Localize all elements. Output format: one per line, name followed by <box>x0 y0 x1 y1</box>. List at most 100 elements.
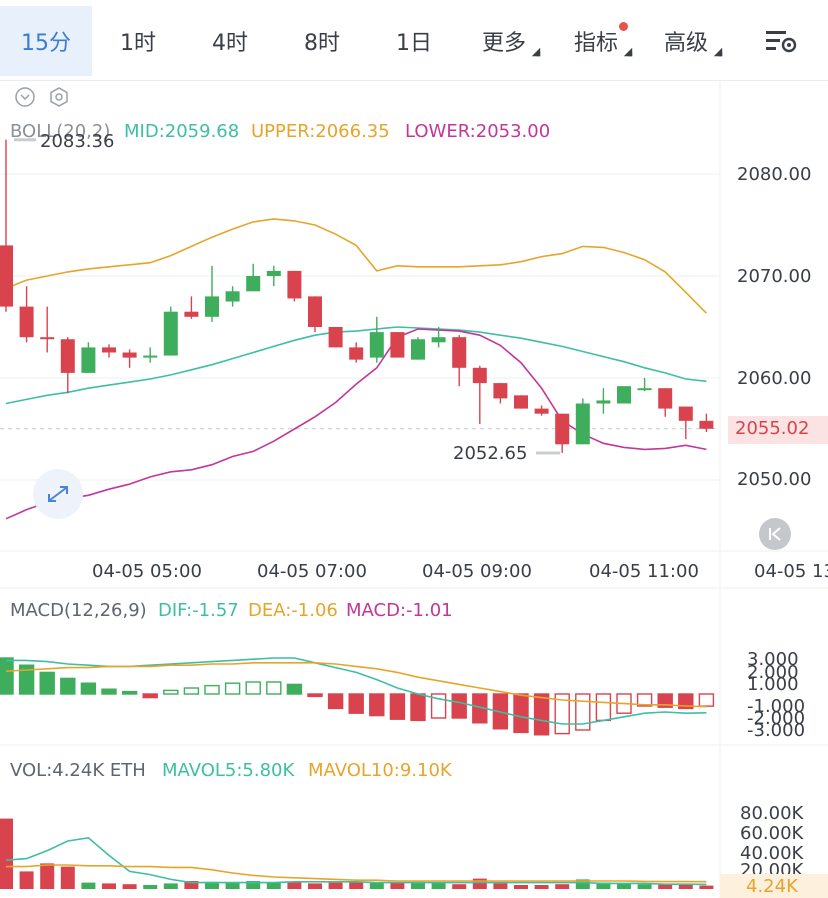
macd-axis-label: 2.000 <box>747 662 799 683</box>
macd-bar <box>101 688 117 695</box>
volume-bar <box>493 883 508 889</box>
candle-body <box>163 311 178 356</box>
mavol5-line <box>5 836 707 886</box>
tab-3[interactable]: 8时 <box>276 6 368 76</box>
candle-body <box>328 327 343 348</box>
volume-bar <box>225 882 240 889</box>
tab-4[interactable]: 1日 <box>368 6 460 76</box>
macd-bar <box>0 657 14 695</box>
macd-bar <box>698 693 715 707</box>
current-price-tag <box>728 416 828 444</box>
boll-title: BOLL(20,2) <box>10 121 111 142</box>
tab-label: 1时 <box>120 31 156 56</box>
tab-6[interactable]: 指标 <box>550 6 642 76</box>
vol-axis-label: 60.00K <box>740 823 804 844</box>
candle-body <box>575 403 590 445</box>
mavol5-label: MAVOL5:5.80K <box>162 760 295 781</box>
tab-label: 1日 <box>396 31 432 56</box>
candle-body <box>246 276 261 292</box>
time-axis-label: 04-05 07:00 <box>257 561 367 582</box>
macd-bar <box>60 677 76 695</box>
volume-bar <box>452 884 467 889</box>
macd-bar <box>657 693 673 708</box>
volume-bar <box>596 882 611 889</box>
candle-body <box>596 400 611 404</box>
volume-bar <box>40 863 55 889</box>
volume-bar <box>534 885 549 889</box>
vol-axis-label: 40.00K <box>740 843 804 864</box>
volume-bar <box>328 882 343 889</box>
candle-body <box>472 367 487 384</box>
volume-bar <box>122 884 137 889</box>
macd-bar <box>369 693 385 717</box>
settings-gear-icon[interactable] <box>48 86 70 108</box>
collapse-icon[interactable] <box>14 86 36 108</box>
candle-body <box>534 408 549 414</box>
price-axis-label: 2070.00 <box>737 266 812 287</box>
macd-bar <box>327 693 344 710</box>
tab-1[interactable]: 1时 <box>92 6 184 76</box>
macd-axis-label: -3.000 <box>747 720 806 741</box>
notification-dot <box>619 22 628 31</box>
fullscreen-button[interactable] <box>33 469 83 519</box>
vol-title: VOL:4.24K ETH <box>10 760 146 781</box>
current-volume-tag <box>720 874 828 898</box>
candle-body <box>699 420 714 429</box>
macd-bar <box>513 693 529 734</box>
volume-bar <box>369 882 384 889</box>
candle-body <box>390 332 405 358</box>
volume-bar <box>349 881 364 889</box>
time-axis-label: 04-05 11:00 <box>589 561 699 582</box>
price-axis-label: 2050.00 <box>737 469 812 490</box>
volume-bar <box>514 885 528 889</box>
candle-body <box>122 352 137 358</box>
volume-bar <box>19 871 34 889</box>
macd-bar <box>389 693 406 720</box>
tab-label: 高级 <box>663 31 708 56</box>
candle-body <box>40 337 55 340</box>
macd-bar <box>204 684 220 695</box>
macd-title: MACD(12,26,9) <box>10 600 147 621</box>
volume-bar <box>0 818 13 889</box>
macd-dea-line <box>5 661 707 708</box>
volume-bar <box>575 879 590 889</box>
tab-0[interactable]: 15分 <box>0 6 92 76</box>
volume-bar <box>472 878 487 889</box>
volume-bar <box>287 881 302 889</box>
candle-body <box>0 245 13 307</box>
boll-upper-line <box>5 218 707 314</box>
current-volume-label: 4.24K <box>746 876 798 897</box>
candle-body <box>60 339 75 373</box>
volume-bar <box>678 884 693 889</box>
macd-value-label: MACD:-1.01 <box>346 600 453 621</box>
candle-body <box>411 339 425 360</box>
macd-bar <box>678 693 694 710</box>
tab-5[interactable]: 更多 <box>458 6 550 76</box>
tab-2[interactable]: 4时 <box>184 6 276 76</box>
volume-bar <box>266 882 281 889</box>
tab-7[interactable]: 高级 <box>640 6 732 76</box>
dropdown-caret-icon <box>623 47 633 57</box>
macd-bar <box>575 693 591 731</box>
high-price-marker: 2083.36 <box>40 131 115 152</box>
current-price-label: 2055.02 <box>735 418 810 439</box>
time-axis-label: 04-05 13 <box>754 561 828 582</box>
macd-bar <box>39 671 55 695</box>
volume-bar <box>163 883 178 889</box>
volume-bar <box>184 881 199 889</box>
boll-lower-label: LOWER:2053.00 <box>405 121 551 142</box>
macd-bar <box>410 693 426 722</box>
candle-body <box>431 337 446 343</box>
chart-settings-icon[interactable] <box>764 28 798 54</box>
boll-mid-line <box>5 326 707 405</box>
macd-bar <box>142 693 158 699</box>
tab-label: 4时 <box>212 31 248 56</box>
dropdown-caret-icon <box>713 47 723 57</box>
macd-bar <box>121 690 138 695</box>
volume-bar <box>658 884 673 889</box>
candle-body <box>143 355 158 358</box>
scroll-latest-button[interactable] <box>759 518 791 550</box>
candle-body <box>287 270 302 299</box>
tab-label: 15分 <box>21 31 71 56</box>
